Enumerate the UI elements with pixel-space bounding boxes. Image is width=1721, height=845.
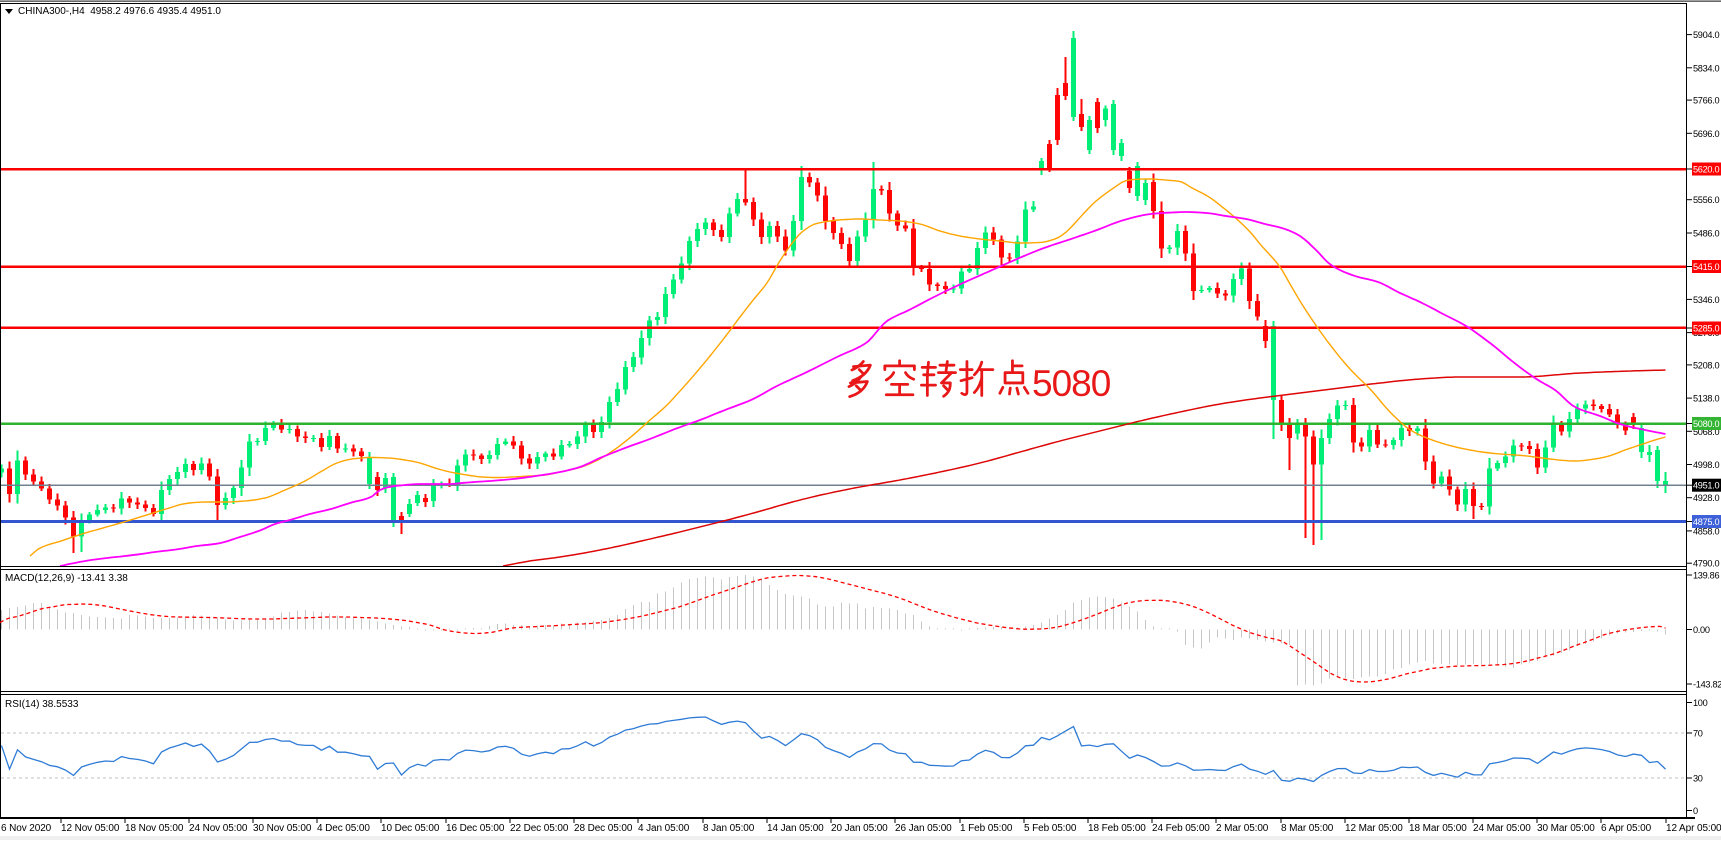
svg-text:8 Mar 05:00: 8 Mar 05:00	[1281, 823, 1334, 834]
svg-text:4790.0: 4790.0	[1693, 559, 1719, 569]
svg-text:6 Nov 2020: 6 Nov 2020	[1, 823, 52, 834]
svg-text:30 Nov 05:00: 30 Nov 05:00	[253, 823, 312, 834]
svg-text:4928.0: 4928.0	[1693, 493, 1719, 503]
svg-text:1 Feb 05:00: 1 Feb 05:00	[960, 823, 1013, 834]
svg-text:70: 70	[1693, 729, 1703, 739]
svg-text:10 Dec 05:00: 10 Dec 05:00	[381, 823, 440, 834]
svg-text:4951.0: 4951.0	[1693, 481, 1719, 491]
svg-text:5080.0: 5080.0	[1693, 419, 1719, 429]
svg-text:16 Dec 05:00: 16 Dec 05:00	[446, 823, 505, 834]
svg-text:4 Jan 05:00: 4 Jan 05:00	[638, 823, 690, 834]
svg-text:12 Nov 05:00: 12 Nov 05:00	[61, 823, 120, 834]
svg-text:4858.0: 4858.0	[1693, 526, 1719, 536]
svg-text:5834.0: 5834.0	[1693, 63, 1719, 73]
svg-text:4 Dec 05:00: 4 Dec 05:00	[317, 823, 370, 834]
svg-text:22 Dec 05:00: 22 Dec 05:00	[510, 823, 569, 834]
svg-text:26 Jan 05:00: 26 Jan 05:00	[895, 823, 952, 834]
svg-text:14 Jan 05:00: 14 Jan 05:00	[767, 823, 824, 834]
svg-text:30 Mar 05:00: 30 Mar 05:00	[1537, 823, 1595, 834]
svg-text:5285.0: 5285.0	[1693, 324, 1719, 334]
svg-text:5766.0: 5766.0	[1693, 96, 1719, 106]
svg-text:20 Jan 05:00: 20 Jan 05:00	[831, 823, 888, 834]
svg-text:5068.0: 5068.0	[1693, 427, 1719, 437]
svg-text:MACD(12,26,9) -13.41 3.38: MACD(12,26,9) -13.41 3.38	[5, 573, 128, 584]
svg-text:5556.0: 5556.0	[1693, 195, 1719, 205]
svg-text:5486.0: 5486.0	[1693, 229, 1719, 239]
svg-text:12 Mar 05:00: 12 Mar 05:00	[1345, 823, 1403, 834]
svg-text:RSI(14) 38.5533: RSI(14) 38.5533	[5, 699, 79, 710]
svg-text:18 Feb 05:00: 18 Feb 05:00	[1088, 823, 1146, 834]
svg-text:24 Nov 05:00: 24 Nov 05:00	[189, 823, 248, 834]
svg-text:28 Dec 05:00: 28 Dec 05:00	[574, 823, 633, 834]
svg-text:5415.0: 5415.0	[1693, 262, 1719, 272]
svg-text:2 Mar 05:00: 2 Mar 05:00	[1216, 823, 1269, 834]
svg-text:5904.0: 5904.0	[1693, 30, 1719, 40]
svg-text:24 Mar 05:00: 24 Mar 05:00	[1473, 823, 1531, 834]
svg-text:18 Mar 05:00: 18 Mar 05:00	[1409, 823, 1467, 834]
svg-text:4998.0: 4998.0	[1693, 460, 1719, 470]
svg-text:-143.82: -143.82	[1693, 680, 1721, 690]
svg-text:5208.0: 5208.0	[1693, 360, 1719, 370]
svg-text:18 Nov 05:00: 18 Nov 05:00	[125, 823, 184, 834]
svg-text:24 Feb 05:00: 24 Feb 05:00	[1152, 823, 1210, 834]
svg-text:139.86: 139.86	[1693, 571, 1719, 581]
svg-text:30: 30	[1693, 774, 1703, 784]
svg-text:5346.0: 5346.0	[1693, 295, 1719, 305]
svg-text:5080: 5080	[1032, 363, 1111, 404]
svg-text:6 Apr 05:00: 6 Apr 05:00	[1601, 823, 1652, 834]
svg-text:0.00: 0.00	[1693, 625, 1710, 635]
svg-text:100: 100	[1693, 698, 1708, 708]
svg-text:4875.0: 4875.0	[1693, 517, 1719, 527]
svg-text:0: 0	[1693, 806, 1698, 816]
svg-text:5620.0: 5620.0	[1693, 165, 1719, 175]
svg-text:5 Feb 05:00: 5 Feb 05:00	[1024, 823, 1077, 834]
svg-text:5696.0: 5696.0	[1693, 129, 1719, 139]
svg-text:8 Jan 05:00: 8 Jan 05:00	[703, 823, 755, 834]
svg-text:CHINA300-,H4 4958.2 4976.6 49: CHINA300-,H4 4958.2 4976.6 4935.4 4951.0	[18, 6, 221, 17]
svg-text:12 Apr 05:00: 12 Apr 05:00	[1666, 823, 1721, 834]
svg-text:5138.0: 5138.0	[1693, 394, 1719, 404]
